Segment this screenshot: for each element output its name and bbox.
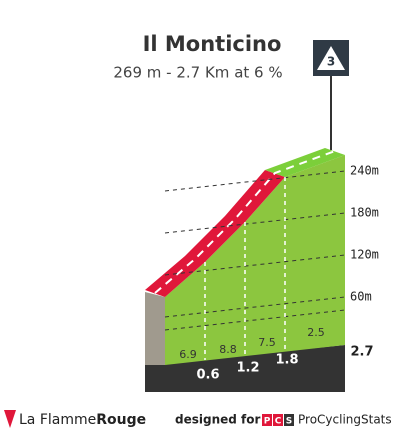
logo-box (273, 414, 283, 426)
gradient-label: 6.9 (179, 348, 197, 361)
altitude-label: 240m (350, 164, 379, 178)
altitude-grid (164, 170, 346, 331)
brand-bold: Rouge (96, 412, 146, 428)
logo-letter: C (275, 417, 282, 427)
logo-box (262, 414, 272, 426)
logo-box (284, 414, 294, 426)
brand-icon (4, 410, 16, 428)
title: Il Monticino (143, 32, 282, 56)
brand: La FlammeRouge (19, 412, 146, 428)
gradient-label: 8.8 (219, 343, 237, 356)
altitude-label: 60m (350, 290, 372, 304)
altitude-label: 180m (350, 206, 379, 220)
subtitle: 269 m - 2.7 Km at 6 % (113, 64, 282, 82)
distance-label: 2.7 (350, 345, 373, 360)
km-grid (204, 177, 286, 360)
distance-label: 1.2 (236, 361, 259, 376)
badge-triangle (317, 46, 345, 70)
gradient-label: 7.5 (258, 336, 276, 349)
logo-letter: S (286, 417, 292, 427)
gradient-label: 2.5 (307, 326, 325, 339)
logo-letter: P (264, 417, 271, 427)
site-name: ProCyclingStats (298, 413, 392, 427)
brand-text: La Flamme (19, 412, 96, 428)
distance-label: 0.6 (196, 368, 219, 383)
road-centerline (154, 150, 336, 294)
category: 3 (327, 55, 335, 69)
distance-label: 1.8 (275, 353, 298, 368)
side-face (145, 292, 165, 365)
altitude-label: 120m (350, 248, 379, 262)
designed-for: designed for (175, 413, 260, 427)
base (145, 345, 345, 392)
front-face (165, 155, 345, 365)
